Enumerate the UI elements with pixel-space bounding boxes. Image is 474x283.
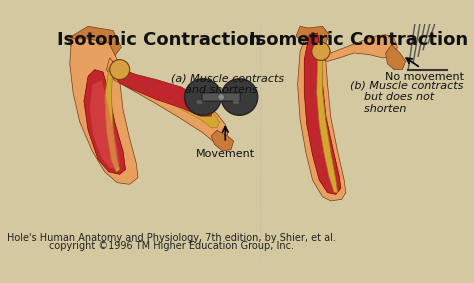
Polygon shape bbox=[296, 26, 329, 45]
Polygon shape bbox=[70, 39, 138, 184]
Circle shape bbox=[221, 79, 258, 115]
Polygon shape bbox=[304, 33, 341, 194]
Polygon shape bbox=[90, 80, 120, 169]
Text: (a) Muscle contracts
    and shortens: (a) Muscle contracts and shortens bbox=[171, 74, 284, 95]
Text: Isotonic Contraction: Isotonic Contraction bbox=[56, 31, 261, 48]
Polygon shape bbox=[67, 26, 121, 64]
Polygon shape bbox=[298, 28, 346, 201]
Ellipse shape bbox=[233, 100, 239, 104]
Ellipse shape bbox=[196, 100, 203, 104]
Polygon shape bbox=[312, 35, 397, 61]
Text: Movement: Movement bbox=[196, 149, 255, 159]
FancyBboxPatch shape bbox=[202, 93, 240, 101]
Polygon shape bbox=[111, 61, 213, 116]
Text: copyright ©1996 TM Higher Education Group, Inc.: copyright ©1996 TM Higher Education Grou… bbox=[49, 241, 294, 251]
Circle shape bbox=[218, 94, 225, 100]
Polygon shape bbox=[106, 58, 228, 141]
Polygon shape bbox=[386, 45, 406, 70]
Text: Hole's Human Anatomy and Physiology, 7th edition, by Shier, et al.: Hole's Human Anatomy and Physiology, 7th… bbox=[7, 233, 336, 243]
Text: No movement: No movement bbox=[385, 72, 465, 82]
Polygon shape bbox=[211, 130, 234, 151]
Polygon shape bbox=[105, 66, 120, 172]
Circle shape bbox=[109, 60, 130, 80]
Polygon shape bbox=[317, 33, 337, 193]
Polygon shape bbox=[116, 68, 219, 128]
Circle shape bbox=[312, 42, 330, 61]
Text: (b) Muscle contracts
    but does not
    shorten: (b) Muscle contracts but does not shorte… bbox=[350, 80, 464, 113]
Polygon shape bbox=[84, 70, 126, 174]
Circle shape bbox=[184, 79, 221, 115]
Text: Isometric Contraction: Isometric Contraction bbox=[249, 31, 468, 48]
